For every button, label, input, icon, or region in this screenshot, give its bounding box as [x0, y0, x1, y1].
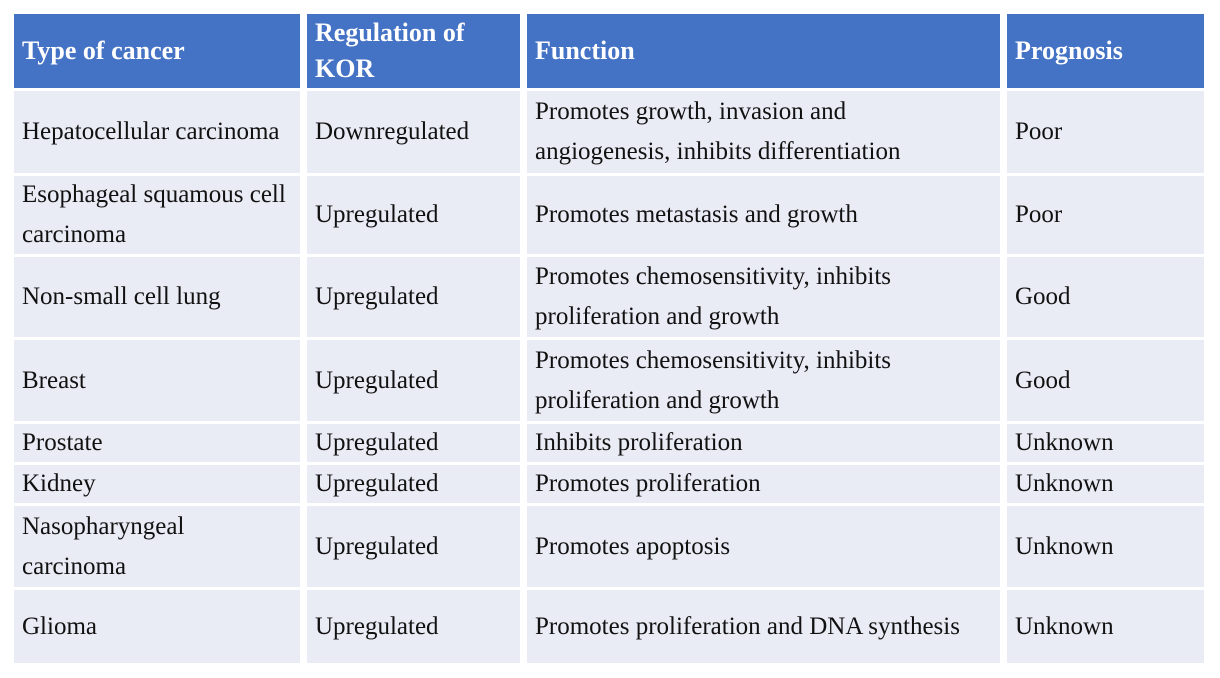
cancer-type-cell: Glioma: [14, 590, 300, 663]
cancer-type-cell: Hepatocellular carcinoma: [14, 91, 300, 173]
cancer-type-cell: Kidney: [14, 465, 300, 503]
cancer-type-cell: Breast: [14, 340, 300, 421]
function-cell: Promotes chemosensitivity, inhibits prol…: [527, 257, 1000, 337]
regulation-cell: Upregulated: [307, 176, 520, 254]
cancer-type-cell: Nasopharyngeal carcinoma: [14, 506, 300, 587]
prognosis-cell: Good: [1007, 340, 1204, 421]
prognosis-cell: Unknown: [1007, 424, 1204, 462]
function-cell: Promotes chemosensitivity, inhibits prol…: [527, 340, 1000, 421]
function-cell: Promotes metastasis and growth: [527, 176, 1000, 254]
prognosis-cell: Good: [1007, 257, 1204, 337]
regulation-cell: Downregulated: [307, 91, 520, 173]
cancer-type-cell: Esophageal squamous cell carcinoma: [14, 176, 300, 254]
function-cell: Promotes proliferation and DNA synthesis: [527, 590, 1000, 663]
regulation-cell: Upregulated: [307, 340, 520, 421]
prognosis-cell: Unknown: [1007, 506, 1204, 587]
regulation-cell: Upregulated: [307, 424, 520, 462]
prognosis-cell: Poor: [1007, 176, 1204, 254]
function-cell: Inhibits proliferation: [527, 424, 1000, 462]
column-header-type-of-cancer: Type of cancer: [14, 14, 300, 88]
function-cell: Promotes growth, invasion and angiogenes…: [527, 91, 1000, 173]
cancer-type-cell: Prostate: [14, 424, 300, 462]
function-cell: Promotes apoptosis: [527, 506, 1000, 587]
kor-cancer-table: Type of cancer Regulation of KOR Functio…: [14, 14, 1204, 663]
column-header-regulation-of-kor: Regulation of KOR: [307, 14, 520, 88]
prognosis-cell: Unknown: [1007, 590, 1204, 663]
regulation-cell: Upregulated: [307, 506, 520, 587]
regulation-cell: Upregulated: [307, 257, 520, 337]
regulation-cell: Upregulated: [307, 465, 520, 503]
prognosis-cell: Unknown: [1007, 465, 1204, 503]
cancer-type-cell: Non-small cell lung: [14, 257, 300, 337]
prognosis-cell: Poor: [1007, 91, 1204, 173]
column-header-function: Function: [527, 14, 1000, 88]
column-header-prognosis: Prognosis: [1007, 14, 1204, 88]
regulation-cell: Upregulated: [307, 590, 520, 663]
function-cell: Promotes proliferation: [527, 465, 1000, 503]
